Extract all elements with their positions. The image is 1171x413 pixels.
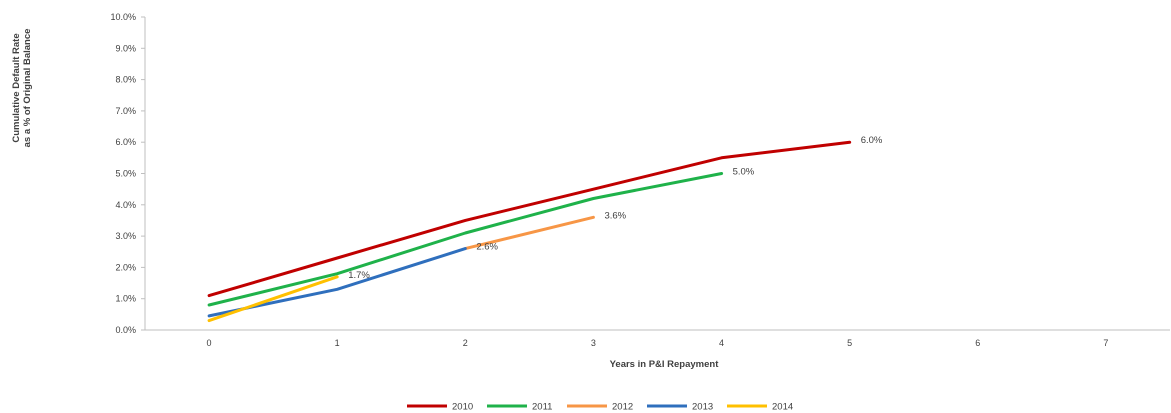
data-labels: 6.0% 5.0% 3.6% 2.6% 1.7% (348, 135, 883, 281)
y-tick-label: 10.0% (110, 12, 136, 22)
y-tick-label: 1.0% (115, 294, 136, 304)
y-axis-title: Cumulative Default Rate as a % of Origin… (11, 29, 33, 148)
x-tick-label: 6 (975, 338, 980, 348)
data-label-2012: 3.6% (604, 210, 626, 221)
data-label-2010: 6.0% (861, 135, 883, 146)
x-tick-label: 1 (335, 338, 340, 348)
x-tick-label: 0 (207, 338, 212, 348)
y-tick-label: 6.0% (115, 137, 136, 147)
series-line-2012 (463, 215, 595, 251)
x-tick-label: 3 (591, 338, 596, 348)
y-axis-ticks: 0.0% 1.0% 2.0% 3.0% 4.0% 5.0% 6.0% 7.0% 8.0% 9.0%… (110, 12, 145, 335)
x-axis-ticks: 0 1 2 3 4 5 6 7 (207, 338, 1109, 348)
y-tick-label: 2.0% (115, 262, 136, 272)
legend: 2010 2011 2012 2013 2014 (407, 402, 793, 413)
data-label-2014: 1.7% (348, 270, 370, 281)
y-tick-label: 9.0% (115, 43, 136, 53)
axes (144, 17, 1170, 331)
series-line-2010 (207, 140, 852, 298)
y-tick-label: 0.0% (115, 325, 136, 335)
legend-label-2011: 2011 (532, 402, 552, 413)
y-tick-label: 8.0% (115, 75, 136, 85)
y-tick-label: 5.0% (115, 169, 136, 179)
y-axis-title-line-2: as a % of Original Balance (22, 29, 33, 148)
legend-label-2013: 2013 (692, 402, 713, 413)
y-tick-label: 3.0% (115, 231, 136, 241)
x-axis-title: Years in P&I Repayment (610, 359, 720, 370)
y-tick-label: 7.0% (115, 106, 136, 116)
x-tick-label: 7 (1103, 338, 1108, 348)
x-tick-label: 5 (847, 338, 852, 348)
legend-label-2010: 2010 (452, 402, 473, 413)
series-lines (207, 140, 852, 323)
legend-label-2014: 2014 (772, 402, 793, 413)
y-tick-label: 4.0% (115, 200, 136, 210)
legend-label-2012: 2012 (612, 402, 633, 413)
data-label-2013: 2.6% (476, 242, 498, 253)
x-tick-label: 4 (719, 338, 724, 348)
series-line-2011 (207, 172, 724, 307)
x-tick-label: 2 (463, 338, 468, 348)
data-label-2011: 5.0% (733, 167, 755, 178)
y-axis-title-line-1: Cumulative Default Rate (11, 33, 22, 142)
series-line-2014 (207, 275, 339, 323)
